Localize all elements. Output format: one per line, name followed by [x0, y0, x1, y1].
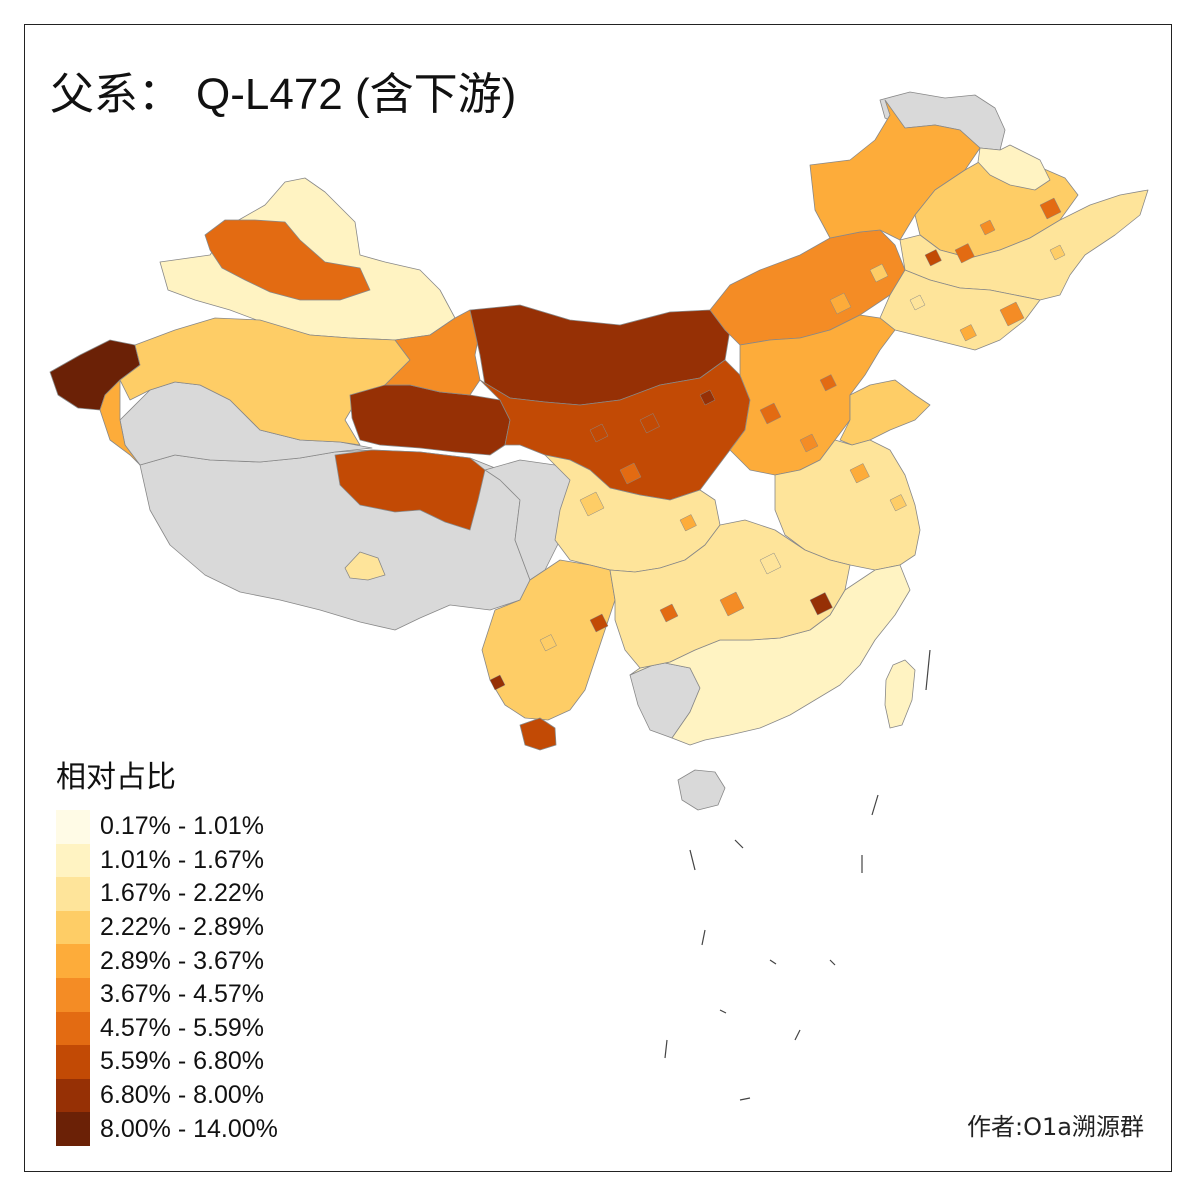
region-qinghai-south: [334, 449, 486, 531]
legend-item: 8.00% - 14.00%: [56, 1112, 278, 1146]
legend-swatch: [56, 944, 90, 978]
region-heilongjiang-north: [977, 144, 1051, 191]
district-patch: [639, 413, 660, 434]
district-patch: [889, 494, 907, 512]
district-patch: [829, 292, 852, 315]
district-patch: [1049, 244, 1066, 261]
district-patch: [579, 491, 605, 517]
district-patch: [909, 294, 926, 311]
district-patch: [924, 249, 942, 267]
district-patch: [959, 324, 977, 342]
legend-swatch: [56, 1112, 90, 1146]
district-patch: [589, 613, 609, 633]
legend-swatch: [56, 1011, 90, 1046]
title-prefix: 父系：: [50, 69, 182, 120]
legend: 相对占比 0.17% - 1.01% 1.01% - 1.67% 1.67% - 2…: [56, 752, 278, 1146]
district-patch: [869, 263, 889, 283]
legend-item: 1.67% - 2.22%: [56, 877, 278, 911]
district-patch: [799, 433, 819, 453]
legend-swatch: [56, 1078, 90, 1113]
region-liaoning: [879, 269, 1041, 351]
island-mark: [734, 839, 744, 849]
island-mark: [829, 959, 836, 966]
district-patch: [539, 634, 557, 652]
legend-item: 4.57% - 5.59%: [56, 1011, 278, 1046]
legend-label: 4.57% - 5.59%: [100, 1013, 264, 1042]
legend-label: 2.22% - 2.89%: [100, 913, 264, 942]
legend-label: 8.00% - 14.00%: [100, 1114, 278, 1143]
legend-label: 1.67% - 2.22%: [100, 879, 264, 908]
legend-title: 相对占比: [56, 760, 176, 795]
district-patch: [1039, 197, 1062, 220]
legend-label: 6.80% - 8.00%: [100, 1081, 264, 1110]
region-shanxi-shaanxi: [479, 359, 751, 501]
legend-label: 1.01% - 1.67%: [100, 845, 264, 874]
legend-item: 0.17% - 1.01%: [56, 810, 278, 844]
legend-item: 1.01% - 1.67%: [56, 843, 278, 878]
legend-swatch: [56, 910, 90, 945]
district-patch: [809, 592, 833, 616]
region-yunnan-south: [519, 717, 557, 751]
district-patch: [489, 674, 506, 691]
region-hainan: [677, 769, 726, 811]
map-title: 父系： Q-L472 (含下游): [50, 58, 516, 122]
island-mark: [719, 1009, 727, 1014]
legend-item: 3.67% - 4.57%: [56, 977, 278, 1012]
island-mark: [871, 794, 879, 816]
island-mark: [689, 849, 696, 871]
region-sichuan-west: [484, 459, 576, 581]
region-taiwan: [884, 659, 916, 729]
island-mark: [794, 1029, 801, 1041]
region-inner-mongolia-east: [809, 99, 981, 241]
district-patch: [589, 423, 609, 443]
legend-label: 3.67% - 4.57%: [100, 980, 264, 1009]
legend-swatch: [56, 843, 90, 878]
island-mark: [925, 649, 931, 691]
district-patch: [819, 374, 837, 392]
legend-label: 5.59% - 6.80%: [100, 1047, 264, 1076]
author-credit: 作者:O1a溯源群: [967, 1113, 1144, 1141]
region-qinghai-north: [349, 384, 511, 456]
legend-swatch: [56, 977, 90, 1012]
island-mark: [664, 1039, 668, 1059]
district-patch: [954, 243, 975, 264]
legend-item: 2.22% - 2.89%: [56, 910, 278, 945]
district-patch: [849, 463, 870, 484]
district-patch: [699, 389, 716, 406]
district-patch: [619, 462, 642, 485]
region-shandong: [839, 379, 931, 446]
district-patch: [759, 552, 782, 575]
region-tibet-east-spot: [344, 551, 386, 581]
region-xinjiang-southwest: [99, 379, 141, 466]
region-xinjiang-ili: [204, 219, 371, 301]
island-mark: [769, 959, 777, 965]
legend-swatch: [56, 877, 90, 911]
legend-swatch: [56, 1045, 90, 1079]
district-patch: [999, 301, 1025, 327]
legend-label: 0.17% - 1.01%: [100, 812, 264, 841]
island-mark: [701, 929, 706, 946]
district-patch: [679, 514, 697, 532]
legend-item: 2.89% - 3.67%: [56, 944, 278, 978]
district-patch: [759, 402, 782, 425]
district-patch: [659, 603, 679, 623]
legend-swatch: [56, 810, 90, 844]
region-xinjiang-center: [119, 317, 411, 446]
region-hunan-jiangxi: [609, 519, 851, 669]
district-patch: [719, 591, 745, 617]
title-main: Q-L472 (含下游): [196, 70, 517, 119]
island-mark: [739, 1097, 751, 1101]
legend-item: 6.80% - 8.00%: [56, 1078, 278, 1113]
legend-item: 5.59% - 6.80%: [56, 1045, 278, 1079]
legend-label: 2.89% - 3.67%: [100, 946, 264, 975]
district-patch: [979, 219, 996, 236]
